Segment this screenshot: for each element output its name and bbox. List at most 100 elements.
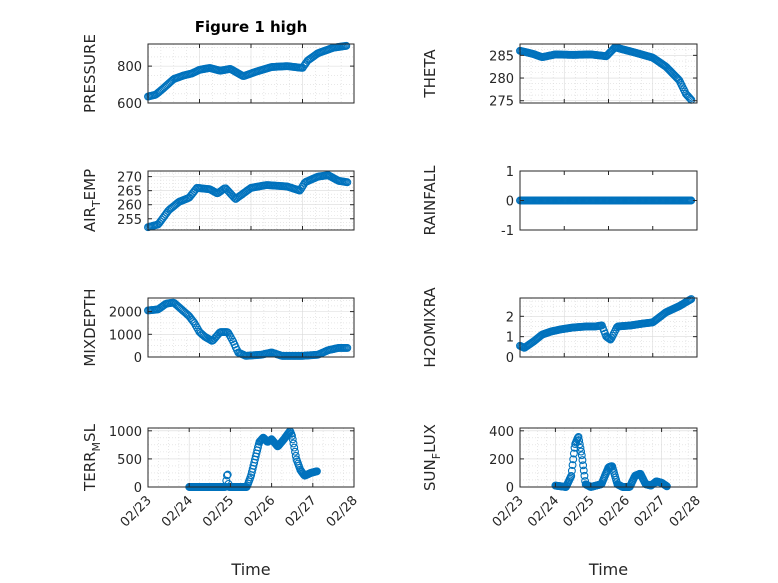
y-tick-label: 1000 <box>109 425 142 440</box>
x-tick-label: 02/24 <box>525 493 562 530</box>
x-tick-label: 02/27 <box>631 493 668 530</box>
data-point <box>568 461 577 470</box>
x-tick-label: 02/25 <box>561 493 598 530</box>
y-axis-label-3: RAINFALL <box>421 165 439 236</box>
grid <box>519 428 698 488</box>
x-axis-label: Time <box>588 560 628 579</box>
data-point <box>288 435 297 444</box>
panel-terr-msl: 02/23 02/24 02/25 02/26 02/27 02/28 0 500 1000 TE… <box>81 423 361 579</box>
y-axis-label-6: TERRMSL <box>81 423 103 492</box>
x-tick-label: 02/28 <box>324 493 361 530</box>
axes-box <box>519 427 698 488</box>
series-markers <box>551 432 671 491</box>
x-tick-label: 02/25 <box>200 493 237 530</box>
data-point <box>289 439 298 448</box>
series-markers <box>144 41 351 101</box>
data-point <box>579 461 588 470</box>
y-tick-label: 275 <box>489 95 514 110</box>
y-tick-label: 260 <box>117 199 142 214</box>
data-point <box>189 317 198 326</box>
data-point <box>662 482 671 491</box>
series-markers <box>516 295 696 352</box>
data-point <box>290 443 299 452</box>
data-point <box>342 41 351 50</box>
plot-area <box>520 428 697 487</box>
y-tick-label: 255 <box>117 213 142 228</box>
x-tick-label: 02/26 <box>241 493 278 530</box>
y-tick-label: 1000 <box>109 328 142 343</box>
series-markers <box>516 196 696 205</box>
data-point <box>578 456 587 465</box>
data-point <box>291 447 299 456</box>
panel-theta: 275 280 285 THETA <box>421 43 698 110</box>
y-tick-label: 800 <box>117 60 142 75</box>
y-tick-label: 2 <box>506 310 514 325</box>
grid <box>147 171 355 230</box>
y-tick-label: 600 <box>117 97 142 112</box>
x-tick-label: 02/23 <box>118 493 155 530</box>
y-tick-label: 0 <box>506 195 514 210</box>
data-point <box>575 440 584 449</box>
data-point <box>223 470 232 479</box>
data-point <box>576 443 585 452</box>
data-point <box>687 295 696 303</box>
data-point <box>686 94 695 103</box>
x-axis-label: Time <box>230 560 270 579</box>
data-point <box>579 466 588 475</box>
data-point <box>567 466 576 475</box>
y-axis-label-5: H2OMIXRA <box>421 287 439 368</box>
y-axis-label-0: PRESSURE <box>81 34 99 113</box>
x-tick-label: 02/24 <box>159 493 196 530</box>
data-point <box>685 93 694 102</box>
y-axis-label-1: THETA <box>421 49 439 99</box>
y-tick-label: 0 <box>134 351 142 366</box>
y-tick-label: 400 <box>489 425 514 440</box>
y-tick-label: 270 <box>117 171 142 186</box>
y-axis-label-7: SUNFLUX <box>421 424 443 491</box>
y-tick-label: -1 <box>501 224 514 239</box>
y-tick-label: 280 <box>489 72 514 87</box>
data-point <box>569 455 578 464</box>
panel-pressure: 600 800 PRESSURE Figure 1 high <box>81 18 355 113</box>
y-tick-label: 0 <box>506 481 514 496</box>
data-point <box>580 471 589 480</box>
data-point <box>296 185 305 193</box>
data-point <box>343 178 352 187</box>
y-tick-label: 2000 <box>109 306 142 321</box>
data-point <box>567 472 576 480</box>
data-point <box>312 467 321 476</box>
data-point <box>291 451 300 460</box>
data-point <box>575 436 584 445</box>
data-point <box>223 471 231 480</box>
data-point <box>577 447 586 456</box>
y-tick-label: 285 <box>489 49 514 64</box>
panel-mixdepth: 0 1000 2000 MIXDEPTH <box>81 288 355 367</box>
y-tick-label: 0 <box>134 481 142 496</box>
axes-box <box>147 427 355 488</box>
data-point <box>569 449 578 458</box>
y-tick-label: 200 <box>489 453 514 468</box>
panel-rainfall: -1 0 1 RAINFALL <box>421 165 698 239</box>
data-point <box>574 432 583 441</box>
panel-h2omixra: 0 1 2 H2OMIXRA <box>421 287 698 368</box>
y-tick-label: 0 <box>506 351 514 366</box>
series-markers <box>144 171 352 232</box>
x-tick-label: 02/27 <box>283 493 320 530</box>
data-point <box>577 451 586 460</box>
data-point <box>570 443 579 452</box>
x-tick-label: 02/28 <box>667 493 704 530</box>
y-axis-label-4: MIXDEPTH <box>81 288 99 366</box>
data-point <box>343 343 352 352</box>
data-point <box>604 334 613 342</box>
data-point <box>298 183 307 191</box>
data-point <box>288 431 296 440</box>
y-tick-label: 265 <box>117 185 142 200</box>
y-tick-label: 1 <box>506 331 514 346</box>
series-markers <box>144 298 352 360</box>
x-tick-label: 02/23 <box>490 493 527 530</box>
y-axis-label-2: AIRTEMP <box>81 169 103 232</box>
y-tick-label: 500 <box>117 453 142 468</box>
